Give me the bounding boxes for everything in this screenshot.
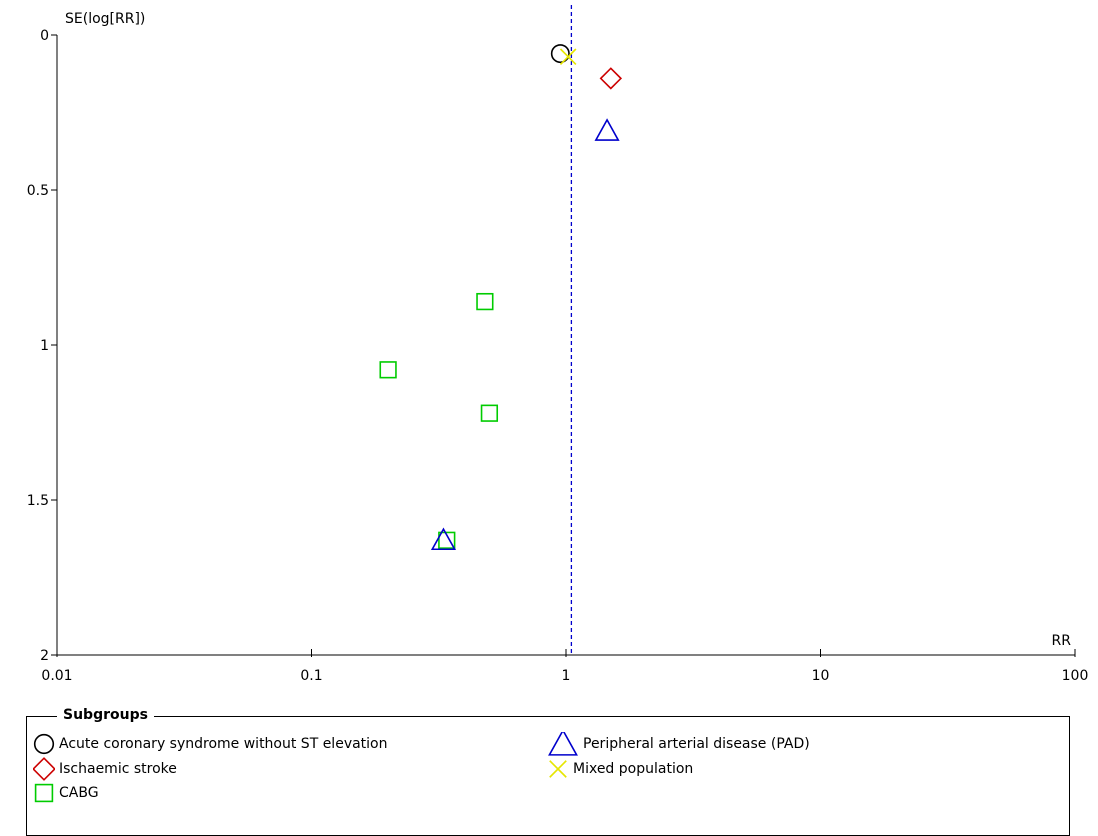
- triangle-point: [430, 527, 457, 551]
- legend-item: CABG: [33, 781, 99, 805]
- legend-title: Subgroups: [57, 707, 154, 723]
- legend-item: Peripheral arterial disease (PAD): [547, 732, 810, 756]
- x-point: [559, 48, 577, 65]
- points-layer: [379, 44, 623, 551]
- y-tick-label: 0.5: [27, 183, 49, 199]
- axes: 0 0.5 1 1.5 2 0.01 0.1 1 10 100 SE(log[RR]) RR: [27, 11, 1089, 684]
- circle-legend-icon: [33, 733, 55, 755]
- square-legend-marker: [34, 783, 54, 803]
- legend-label: CABG: [59, 785, 99, 801]
- y-tick-label: 1: [40, 338, 49, 354]
- diamond-legend-marker: [33, 757, 55, 781]
- legend-item: Ischaemic stroke: [33, 757, 177, 781]
- x-tick-label: 0.01: [41, 668, 72, 684]
- x-tick-label: 1: [562, 668, 571, 684]
- x-tick-label: 100: [1062, 668, 1089, 684]
- triangle-point: [594, 118, 620, 141]
- square-point: [379, 361, 397, 379]
- x-legend-icon: [549, 760, 567, 778]
- square-point: [480, 404, 499, 422]
- legend-label: Ischaemic stroke: [59, 761, 177, 777]
- circle-point: [550, 44, 570, 64]
- legend-label: Acute coronary syndrome without ST eleva…: [59, 736, 388, 752]
- legend-label: Peripheral arterial disease (PAD): [583, 736, 810, 752]
- x-tick-label: 0.1: [300, 668, 322, 684]
- legend-item: Acute coronary syndrome without ST eleva…: [33, 732, 388, 756]
- x-axis-label: RR: [1052, 633, 1072, 649]
- square-legend-icon: [34, 783, 54, 803]
- y-tick-label: 1.5: [27, 493, 49, 509]
- y-tick-label: 0: [40, 28, 49, 44]
- y-tick-label: 2: [40, 648, 49, 664]
- legend-label: Mixed population: [573, 761, 694, 777]
- circle-legend-marker: [33, 733, 55, 755]
- triangle-legend-icon: [548, 732, 578, 756]
- triangle-legend-marker: [548, 732, 578, 756]
- y-axis-label: SE(log[RR]): [65, 11, 145, 27]
- x-legend-marker: [549, 760, 567, 778]
- diamond-point: [599, 67, 623, 90]
- legend-item: Mixed population: [547, 757, 693, 781]
- diamond-legend-icon: [33, 757, 55, 781]
- legend: Subgroups Acute coronary syndrome withou…: [26, 707, 1070, 836]
- square-point: [476, 292, 494, 311]
- square-point: [438, 531, 456, 549]
- x-tick-label: 10: [812, 668, 830, 684]
- funnel-plot: 0 0.5 1 1.5 2 0.01 0.1 1 10 100 SE(log[RR]) RR: [27, 5, 1089, 684]
